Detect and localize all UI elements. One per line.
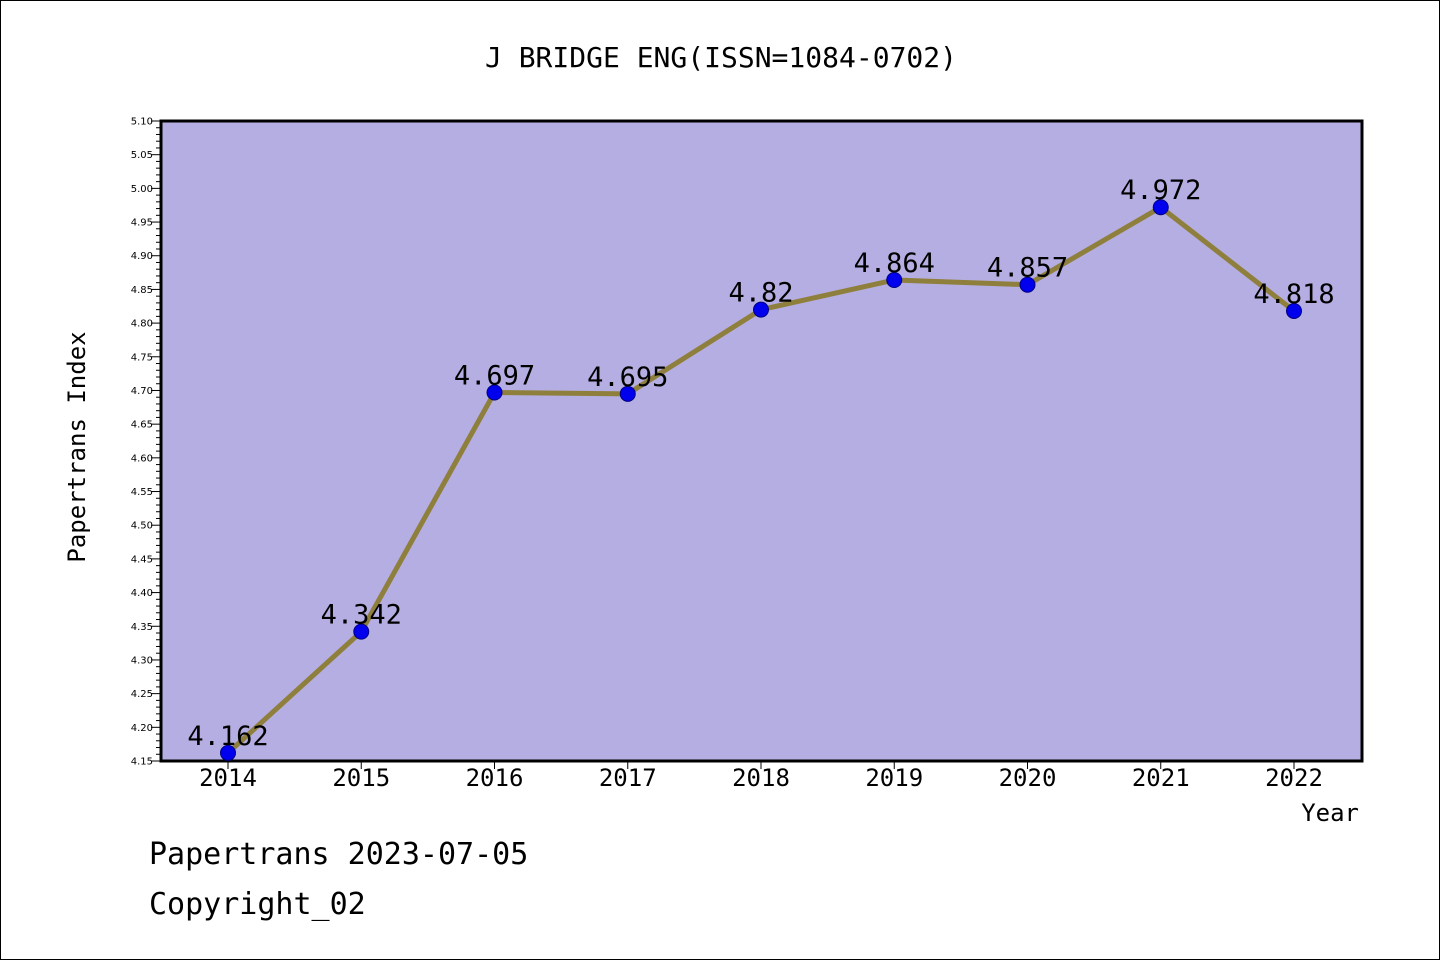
data-label: 4.342: [321, 600, 402, 631]
y-axis-tick-labels: 4.15 4.20 4.25 4.30 4.35 4.40 4.45 4.50 4.55 4.60…: [131, 117, 153, 768]
x-tick-label: 2021: [1132, 764, 1190, 792]
y-tick-label: 4.70: [131, 386, 153, 397]
data-label: 4.857: [987, 253, 1068, 284]
y-tick-label: 5.05: [131, 150, 153, 161]
y-tick-label: 5.00: [131, 184, 153, 195]
plot-area: [159, 119, 1364, 763]
y-tick-label: 4.15: [131, 757, 153, 768]
data-point: [886, 271, 903, 288]
footer-copyright: Copyright_02: [149, 887, 366, 922]
data-label: 4.864: [854, 248, 935, 279]
data-label: 4.162: [187, 721, 268, 752]
y-tick-label: 4.45: [131, 554, 153, 565]
data-label: 4.695: [587, 362, 668, 393]
y-tick-label: 4.55: [131, 487, 153, 498]
data-label: 4.972: [1120, 175, 1201, 206]
footer-date: Papertrans 2023-07-05: [149, 837, 528, 872]
x-tick-label: 2019: [865, 764, 923, 792]
y-tick-label: 4.65: [131, 420, 153, 431]
y-tick-label: 5.10: [131, 117, 153, 128]
x-tick-label: 2022: [1265, 764, 1323, 792]
data-labels: 4.162 4.342 4.697 4.695 4.82 4.864 4.857 4.972 4…: [187, 175, 1334, 752]
y-tick-label: 4.60: [131, 453, 153, 464]
data-label: 4.818: [1253, 279, 1334, 310]
y-axis-label: Papertrans Index: [63, 331, 91, 562]
y-tick-label: 4.95: [131, 218, 153, 229]
data-point: [1019, 276, 1036, 293]
y-tick-label: 4.75: [131, 352, 153, 363]
data-label: 4.82: [728, 278, 793, 309]
chart-title: J BRIDGE ENG(ISSN=1084-0702): [485, 41, 957, 74]
data-point: [619, 385, 636, 402]
y-tick-label: 4.80: [131, 319, 153, 330]
y-tick-label: 4.35: [131, 622, 153, 633]
y-axis-ticks: [151, 120, 161, 762]
data-point: [1286, 302, 1302, 319]
y-tick-label: 4.20: [131, 723, 153, 734]
data-point: [1152, 199, 1169, 216]
data-point: [220, 744, 236, 761]
series-markers: [220, 199, 1302, 761]
x-axis-tick-labels: 2014 2015 2016 2017 2018 2019 2020 2021 2022: [199, 764, 1323, 792]
data-point: [753, 301, 769, 318]
y-tick-label: 4.90: [131, 251, 153, 262]
y-tick-label: 4.40: [131, 588, 153, 599]
y-tick-label: 4.50: [131, 521, 153, 532]
y-tick-label: 4.30: [131, 655, 153, 666]
x-tick-label: 2017: [599, 764, 657, 792]
x-axis-ticks: [227, 761, 1295, 769]
x-tick-label: 2015: [332, 764, 390, 792]
data-label: 4.697: [454, 360, 535, 391]
y-tick-label: 4.85: [131, 285, 153, 296]
x-tick-label: 2016: [466, 764, 524, 792]
x-tick-label: 2020: [999, 764, 1057, 792]
x-tick-label: 2014: [199, 764, 257, 792]
x-axis-label: Year: [1301, 799, 1359, 827]
data-point: [486, 384, 503, 401]
y-tick-label: 4.25: [131, 689, 153, 700]
x-tick-label: 2018: [732, 764, 790, 792]
data-point: [353, 623, 370, 640]
